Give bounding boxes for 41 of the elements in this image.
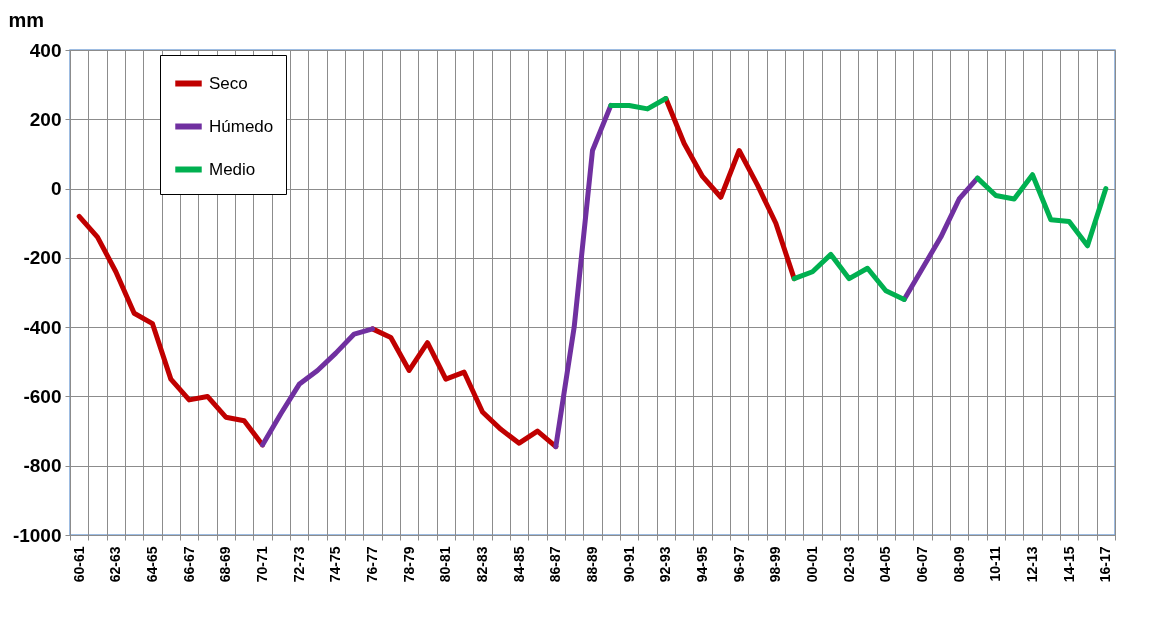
x-tick-label: 64-65: [144, 546, 160, 583]
x-tick-label: 16-17: [1097, 546, 1114, 583]
x-tick-label: 92-93: [657, 546, 674, 583]
x-tick-label: 96-97: [730, 546, 747, 583]
x-tick-label: 86-87: [547, 546, 564, 583]
x-tick-label: 78-79: [400, 546, 417, 583]
y-tick-label: -600: [23, 385, 62, 407]
x-tick-label: 66-67: [180, 546, 197, 583]
y-tick-label: -800: [23, 455, 62, 477]
x-tick-label: 62-63: [107, 546, 124, 583]
y-tick-label: -400: [23, 316, 62, 338]
x-tick-label: 00-01: [804, 546, 820, 583]
x-tick-label: 02-03: [840, 546, 857, 583]
x-tick-label: 04-05: [877, 546, 894, 583]
x-tick-label: 60-61: [70, 546, 87, 583]
y-tick-label: -1000: [12, 524, 62, 546]
x-tick-label: 70-71: [254, 546, 270, 583]
x-tick-label: 80-81: [437, 546, 454, 583]
x-tick-label: 90-91: [620, 546, 637, 583]
x-tick-label: 10-11: [987, 546, 1004, 582]
x-tick-label: 82-83: [474, 546, 490, 583]
x-tick-label: 94-95: [694, 546, 710, 583]
y-tick-label: 0: [50, 178, 62, 200]
x-tick-label: 74-75: [327, 546, 344, 583]
y-tick-label: -200: [23, 247, 62, 269]
x-tick-label: 72-73: [290, 546, 307, 583]
x-tick-label: 76-77: [364, 546, 380, 583]
x-tick-label: 06-07: [914, 546, 930, 583]
x-tick-label: 88-89: [584, 546, 600, 583]
y-tick-label: 400: [29, 39, 62, 61]
x-tick-label: 08-09: [950, 546, 967, 583]
legend-label: Húmedo: [209, 116, 274, 136]
y-axis-title: mm: [8, 8, 45, 31]
x-tick-label: 14-15: [1060, 546, 1077, 583]
legend-label: Medio: [209, 159, 256, 179]
x-tick-label: 68-69: [217, 546, 234, 583]
x-tick-label: 98-99: [767, 546, 784, 583]
y-tick-label: 200: [29, 108, 62, 130]
x-tick-label: 12-13: [1024, 546, 1040, 583]
legend-label: Seco: [209, 73, 248, 93]
x-tick-label: 84-85: [510, 546, 527, 583]
